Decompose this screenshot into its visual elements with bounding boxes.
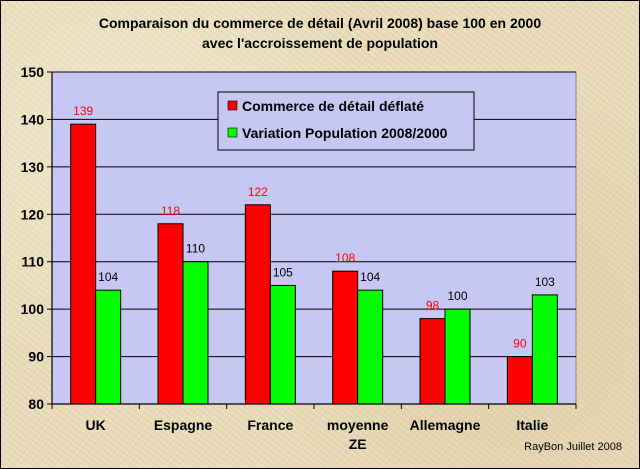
x-tick-label-line: France — [247, 417, 293, 433]
x-tick-label: Espagne — [154, 417, 213, 433]
data-label-population: 104 — [360, 270, 380, 284]
bar-commerce — [244, 204, 271, 405]
legend-swatch-population — [227, 127, 238, 138]
y-tick-label: 140 — [21, 111, 45, 127]
data-label-population: 110 — [186, 242, 205, 256]
x-tick-label: moyenne ZE — [327, 417, 389, 452]
y-tick-label: 130 — [21, 159, 45, 175]
x-tick-label: Allemagne — [410, 417, 481, 433]
x-tick-label-line: UK — [86, 417, 106, 433]
bar-population — [531, 294, 558, 405]
bar-population — [444, 308, 471, 405]
data-label-commerce: 139 — [73, 104, 93, 118]
y-tick-label: 80 — [28, 396, 44, 412]
data-label-commerce: 108 — [335, 251, 355, 265]
x-axis: UK Espagne France moyenne ZE Allemagne Italie — [51, 403, 577, 452]
y-tick-label: 120 — [21, 206, 45, 222]
legend: Commerce de détail déflaté Variation Pop… — [217, 91, 475, 151]
y-tick-label: 100 — [21, 301, 45, 317]
bar-commerce — [506, 356, 533, 405]
bar-commerce — [70, 123, 97, 405]
bar-commerce — [157, 223, 184, 405]
x-tick-label: UK — [86, 417, 106, 433]
data-label-population: 103 — [535, 275, 555, 289]
y-tick-label: 150 — [21, 64, 45, 80]
x-tick-label-line: Allemagne — [410, 417, 481, 433]
bar-commerce — [419, 318, 446, 405]
x-tick-label-line: Espagne — [154, 417, 213, 433]
chart-subtitle: avec l'accroissement de population — [202, 35, 438, 51]
data-label-population: 105 — [273, 265, 293, 279]
credit-text: RayBon Juillet 2008 — [524, 441, 622, 453]
bar-population — [182, 261, 209, 405]
x-tick-label: France — [247, 417, 293, 433]
grid-lines — [52, 71, 576, 358]
x-tick-label-line: Italie — [516, 417, 548, 433]
legend-label-commerce: Commerce de détail déflaté — [242, 98, 424, 114]
x-tick-label: Italie — [516, 417, 548, 433]
data-label-population: 100 — [447, 289, 467, 303]
data-label-population: 104 — [98, 270, 118, 284]
data-label-commerce: 90 — [513, 337, 527, 351]
bars — [70, 123, 558, 405]
data-label-commerce: 122 — [248, 185, 268, 199]
data-labels: 139 104 118 110 122 105 108 104 98 100 90 103 — [73, 104, 555, 350]
y-tick-label: 110 — [21, 254, 44, 270]
data-label-commerce: 118 — [161, 204, 180, 218]
x-tick-label-line: ZE — [349, 436, 367, 452]
legend-swatch-commerce — [227, 100, 238, 111]
bar-population — [357, 289, 384, 405]
x-tick-label-line: moyenne — [327, 417, 389, 433]
legend-box — [217, 91, 475, 151]
data-label-commerce: 98 — [426, 299, 440, 313]
chart-title: Comparaison du commerce de détail (Avril… — [98, 15, 542, 31]
bar-commerce — [332, 270, 359, 405]
bar-population — [269, 284, 296, 405]
legend-label-population: Variation Population 2008/2000 — [242, 125, 448, 141]
bar-population — [95, 289, 122, 405]
y-axis: 80 90 100 110 120 130 140 150 — [21, 64, 53, 412]
y-tick-label: 90 — [28, 349, 44, 365]
